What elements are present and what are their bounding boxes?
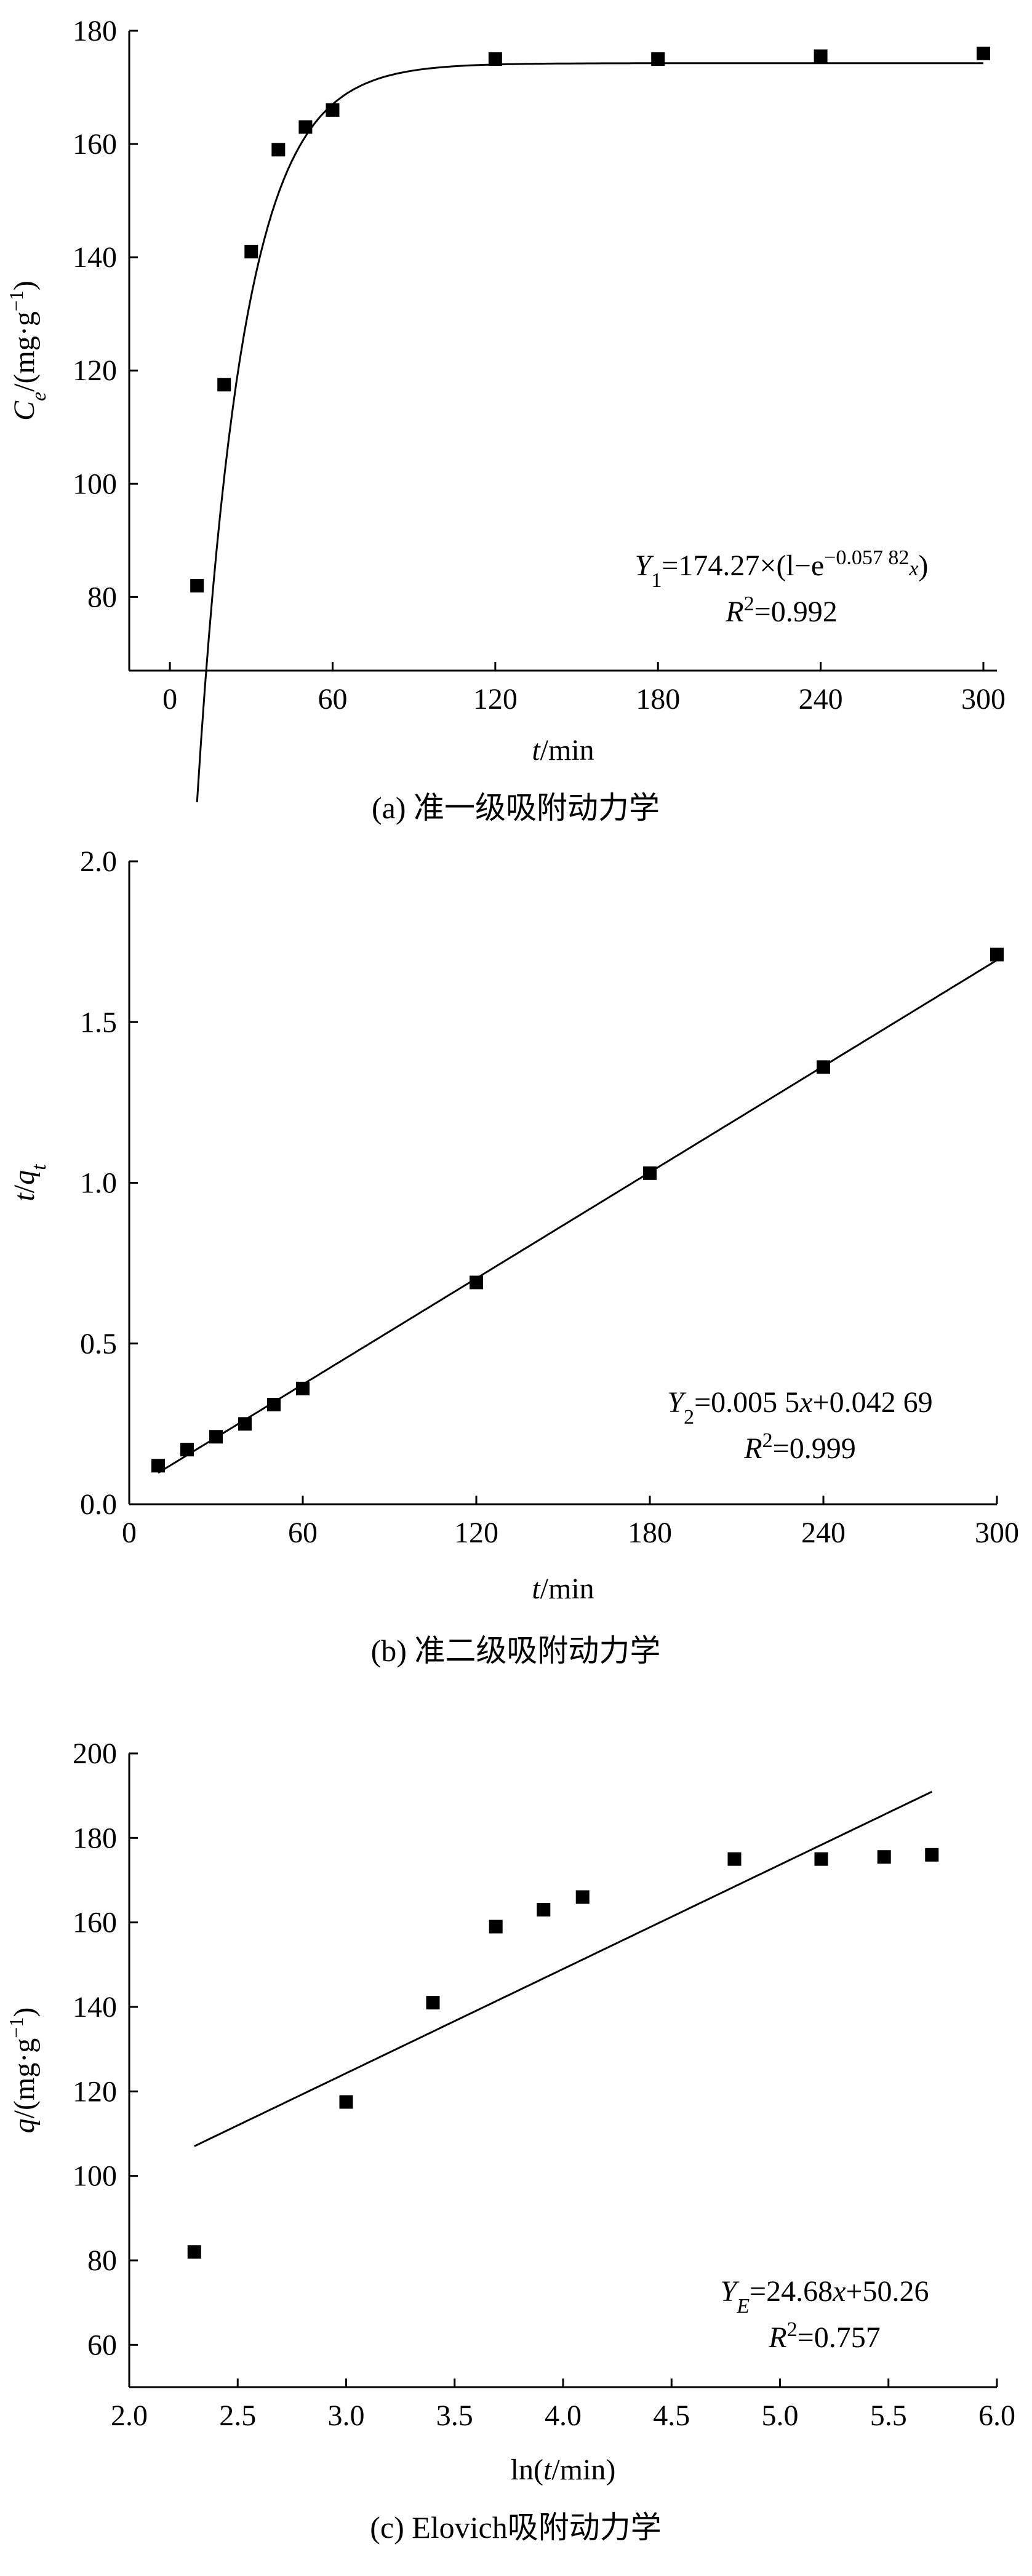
fit-line [194,1790,932,2147]
x-tick-label: 5.5 [870,2399,907,2432]
chart-b: 0 60 120 180 240 300 0.0 0.5 1.0 1.5 2.0 Y2=0.005 5… [8,845,1019,1668]
data-point [990,947,1004,962]
x-tick-label: 240 [801,1517,846,1549]
chart-c: 2.0 2.5 3.0 3.5 4.0 4.5 5.0 5.5 6.0 60 80 100 120 140… [5,1737,1015,2545]
y-tick-label: 2.0 [80,845,117,878]
data-point [976,46,990,60]
x-tick-label: 3.0 [328,2399,365,2432]
x-tick-label: 0 [162,683,177,716]
data-point [651,52,665,66]
data-point [814,1852,828,1866]
x-tick-label: 6.0 [978,2399,1015,2432]
data-point [271,143,286,157]
r-squared: R2=0.992 [725,592,837,629]
x-axis-label: t/min [532,734,594,767]
y-tick-label: 80 [87,2244,117,2277]
y-tick-label: 1.5 [80,1006,117,1039]
data-point [326,103,340,117]
x-tick-label: 300 [975,1517,1019,1549]
y-tick-label: 120 [73,354,117,387]
y-tick-label: 140 [73,241,117,274]
y-axis-label: Ce/(mg·g−1) [5,281,50,421]
data-point [727,1852,742,1866]
x-tick-label: 120 [473,683,518,716]
data-point [187,2245,201,2259]
x-tick-label: 4.5 [653,2399,690,2432]
data-point [489,1920,503,1934]
y-tick-label: 60 [87,2329,117,2361]
data-point [217,378,231,392]
data-point [180,1443,194,1457]
data-point [817,1060,830,1074]
x-tick-label: 0 [122,1517,137,1549]
data-point [877,1850,891,1864]
y-tick-label: 100 [73,2160,117,2193]
y-tick-label: 180 [73,1822,117,1854]
figure-caption: (b) 准二级吸附动力学 [371,1633,661,1668]
y-tick-label: 160 [73,128,117,161]
data-point [814,49,828,63]
data-point [488,52,502,66]
y-tick-label: 1.0 [80,1167,117,1200]
data-point [151,1459,165,1473]
data-point [537,1903,551,1917]
x-tick-label: 2.0 [111,2399,148,2432]
x-tick-label: 60 [288,1517,318,1549]
figure-caption: (a) 准一级吸附动力学 [372,791,660,825]
data-point [426,1996,440,2010]
data-point [209,1430,223,1444]
x-tick-label: 180 [628,1517,672,1549]
r-squared: R2=0.999 [743,1429,855,1465]
chart-a: 0 60 120 180 240 300 80 100 120 140 160 180 Y1=174.2… [5,15,1006,825]
x-tick-label: 4.0 [545,2399,582,2432]
data-point [925,1848,939,1862]
x-tick-label: 120 [454,1517,498,1549]
y-tick-label: 80 [87,581,117,613]
data-point [267,1398,281,1412]
fit-line [196,62,983,803]
x-tick-label: 180 [636,683,680,716]
data-point [643,1166,657,1180]
fit-equation: YE=24.68x+50.26 [721,2275,929,2318]
x-tick-label: 3.5 [436,2399,473,2432]
data-point [470,1275,483,1290]
data-point [190,578,204,592]
fit-equation: Y1=174.27×(l−e−0.057 82x) [635,546,929,592]
data-point [244,244,258,258]
data-point [339,2095,353,2109]
y-axis-label: q/(mg·g−1) [5,2008,41,2134]
x-tick-label: 5.0 [762,2399,799,2432]
data-point [298,120,313,134]
y-tick-label: 0.0 [80,1488,117,1521]
y-axis-label: t/qt [8,1163,50,1202]
x-axis-label: t/min [532,1573,594,1605]
x-tick-label: 240 [799,683,843,716]
x-tick-label: 60 [318,683,347,716]
y-tick-label: 0.5 [80,1328,117,1360]
figure-caption: (c) Elovich吸附动力学 [370,2510,662,2545]
r-squared: R2=0.757 [768,2318,880,2355]
y-tick-label: 160 [73,1907,117,1939]
y-tick-label: 120 [73,2075,117,2108]
data-point [238,1417,252,1431]
x-tick-label: 300 [961,683,1006,716]
x-tick-label: 2.5 [219,2399,256,2432]
data-point [575,1890,590,1904]
y-tick-label: 140 [73,1991,117,2024]
y-tick-label: 100 [73,468,117,500]
fit-equation: Y2=0.005 5x+0.042 69 [667,1386,932,1429]
data-point [296,1381,310,1395]
x-axis-label: ln(t/min) [511,2454,616,2486]
y-tick-label: 200 [73,1737,117,1770]
y-tick-label: 180 [73,15,117,47]
